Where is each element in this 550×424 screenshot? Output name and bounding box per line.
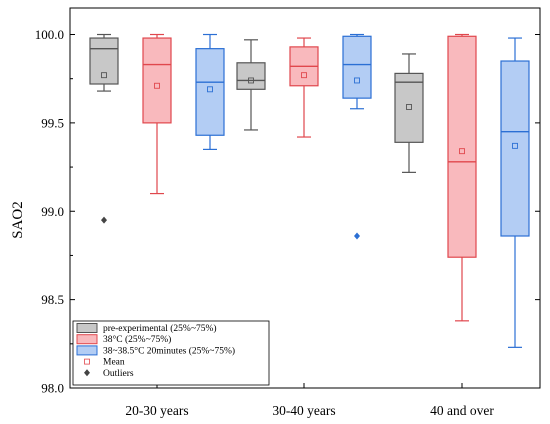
x-tick-label: 30-40 years [272, 403, 335, 418]
legend-mean-icon [84, 358, 90, 365]
box-iqr [394, 72, 424, 143]
legend-label: Mean [103, 358, 125, 368]
legend-item: 38°C (25%~75%) [76, 334, 171, 345]
legend: pre-experimental (25%~75%)38°C (25%~75%)… [72, 320, 270, 386]
x-tick-label: 20-30 years [125, 403, 188, 418]
y-axis: 98.0 98.5 99.0 99.5 100.0 [35, 27, 540, 396]
outlier-marker [101, 216, 107, 224]
y-tick-label: 98.0 [41, 381, 64, 396]
box [342, 33, 372, 240]
box-iqr [236, 62, 266, 90]
mean-marker [512, 142, 518, 149]
mean-marker [248, 77, 254, 84]
legend-item: 38~38.5°C 20minutes (25%~75%) [76, 345, 235, 356]
mean-marker [154, 82, 160, 89]
mean-marker [101, 72, 107, 79]
y-tick-label: 99.5 [41, 115, 64, 130]
mean-marker [459, 148, 465, 155]
box-iqr [89, 37, 119, 85]
legend-swatch [76, 334, 98, 345]
mean-marker [354, 77, 360, 84]
legend-label: 38°C (25%~75%) [103, 334, 171, 345]
box [89, 33, 119, 224]
box [394, 53, 424, 173]
box-series [195, 33, 530, 348]
y-tick-label: 99.0 [41, 204, 64, 219]
legend-item: Outliers [84, 369, 134, 379]
mean-marker [207, 86, 213, 93]
box-series-group [89, 33, 530, 348]
x-tick-label: 40 and over [430, 403, 494, 418]
legend-frame [72, 320, 270, 386]
legend-label: Outliers [103, 369, 134, 379]
y-axis-label: SAO2 [10, 201, 26, 239]
box [195, 33, 225, 150]
legend-label: 38~38.5°C 20minutes (25%~75%) [103, 345, 235, 356]
box-iqr [142, 37, 172, 124]
legend-item: Mean [84, 358, 125, 368]
legend-label: pre-experimental (25%~75%) [103, 323, 217, 334]
outlier-marker [354, 232, 360, 240]
y-tick-label: 98.5 [41, 292, 64, 307]
legend-outlier-icon [84, 369, 90, 377]
box [289, 37, 319, 138]
x-axis: 20-30 years 30-40 years 40 and over [125, 383, 494, 418]
legend-swatch [76, 345, 98, 356]
legend-swatch [76, 323, 98, 333]
box-iqr [342, 35, 372, 99]
y-tick-label: 100.0 [35, 27, 64, 42]
box-series [89, 33, 424, 224]
box [447, 33, 477, 322]
box-iqr [447, 35, 477, 258]
legend-item: pre-experimental (25%~75%) [76, 323, 217, 334]
box [236, 39, 266, 131]
box-series [142, 33, 477, 322]
mean-marker [406, 104, 412, 110]
mean-marker [301, 72, 307, 79]
plot-area-frame [69, 7, 541, 389]
box [500, 37, 530, 348]
box [142, 33, 172, 195]
